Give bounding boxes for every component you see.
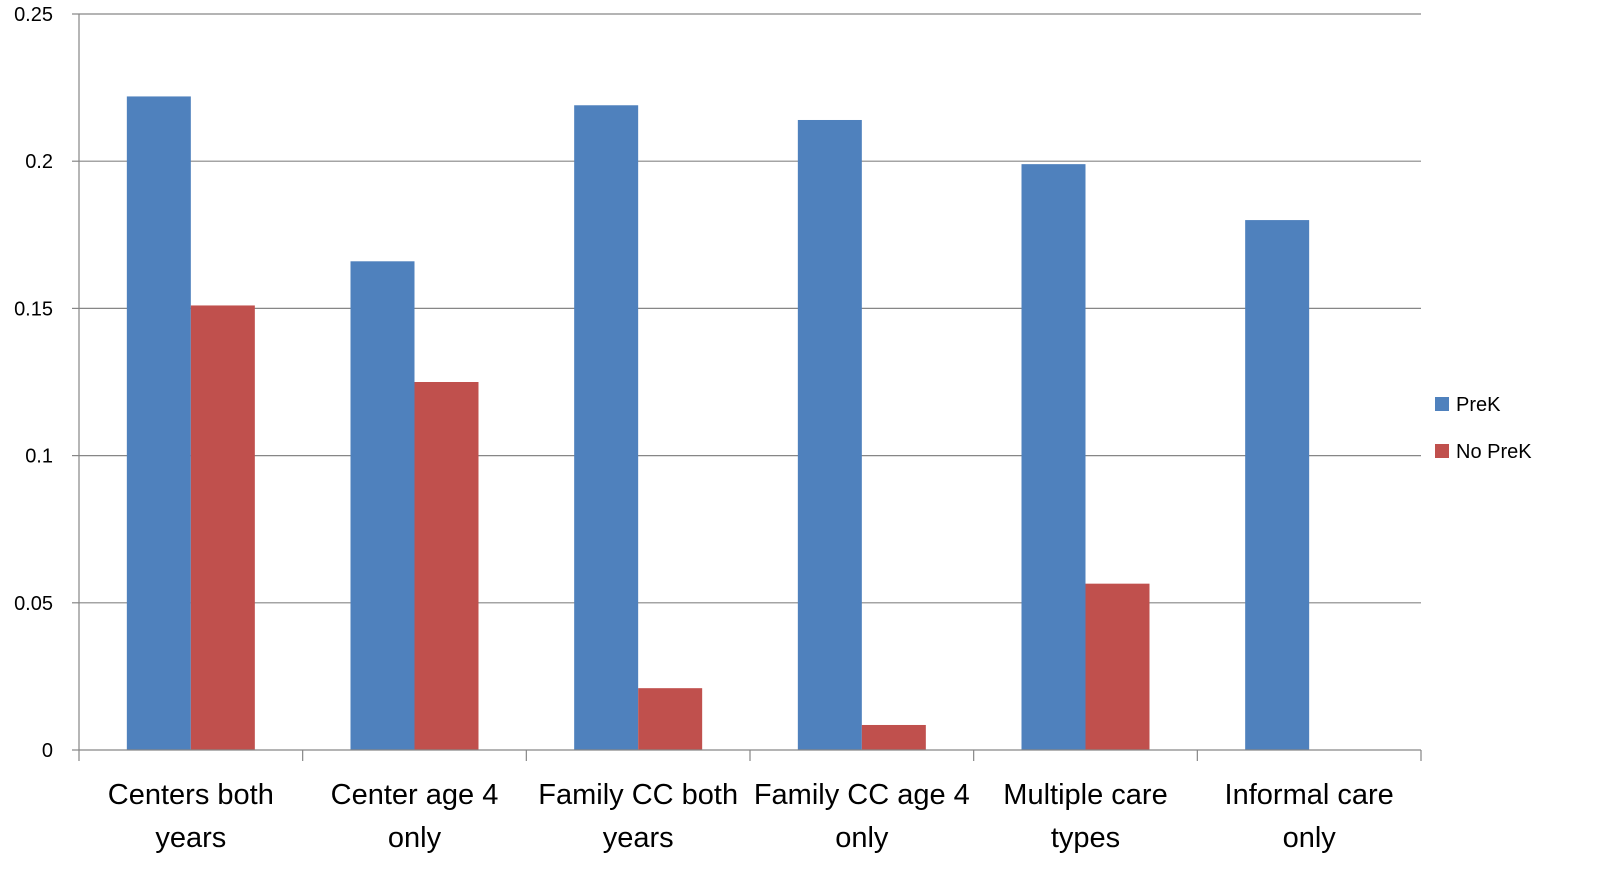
x-category-label: Family CC age 4 only xyxy=(754,779,970,854)
bar-prek xyxy=(1245,220,1310,750)
bar-prek xyxy=(126,96,191,750)
x-category-label-line: only xyxy=(1283,822,1337,854)
gridlines xyxy=(79,13,1421,604)
bar-no-prek xyxy=(190,305,255,750)
legend-swatch xyxy=(1435,397,1449,411)
x-category-label: Multiple care types xyxy=(1003,779,1167,854)
x-category-label-line: types xyxy=(1051,822,1120,854)
x-category-label-line: years xyxy=(155,822,226,854)
y-tick-label: 0.25 xyxy=(14,4,53,26)
x-category-label-line: Informal care xyxy=(1225,779,1394,811)
x-category-label-line: Multiple care xyxy=(1003,779,1167,811)
x-category-label: Centers both years xyxy=(108,779,274,854)
bar-no-prek xyxy=(1085,583,1150,750)
bar-no-prek xyxy=(414,382,479,750)
y-tick-label: 0.2 xyxy=(25,151,53,173)
y-tick-label: 0.1 xyxy=(25,446,53,468)
axes xyxy=(72,13,1422,761)
y-tick-label: 0 xyxy=(42,740,53,762)
bar-no-prek xyxy=(861,724,926,750)
y-tick-labels: 0 0.05 0.1 0.15 0.2 0.25 xyxy=(14,4,53,762)
legend: PreK No PreK xyxy=(1435,394,1532,463)
x-category-label-line: Family CC age 4 xyxy=(754,779,970,811)
x-category-label-line: Center age 4 xyxy=(331,779,499,811)
bar-prek xyxy=(574,105,639,751)
legend-swatch xyxy=(1435,444,1449,458)
x-category-label-line: Family CC both xyxy=(538,779,738,811)
bar-no-prek xyxy=(638,688,703,750)
legend-label: No PreK xyxy=(1456,441,1532,463)
x-category-label: Family CC both years xyxy=(538,779,738,854)
x-category-label: Informal care only xyxy=(1225,779,1394,854)
x-category-label: Center age 4 only xyxy=(331,779,499,854)
bar-prek xyxy=(797,119,862,750)
y-tick-label: 0.15 xyxy=(14,298,53,320)
y-tick-label: 0.05 xyxy=(14,593,53,615)
x-category-label-line: only xyxy=(388,822,442,854)
bar-prek xyxy=(1021,164,1086,751)
bars xyxy=(126,96,1310,751)
x-category-label-line: Centers both xyxy=(108,779,274,811)
bar-prek xyxy=(350,261,415,750)
legend-label: PreK xyxy=(1456,394,1501,416)
x-category-label-line: years xyxy=(603,822,674,854)
x-category-label-line: only xyxy=(835,822,889,854)
